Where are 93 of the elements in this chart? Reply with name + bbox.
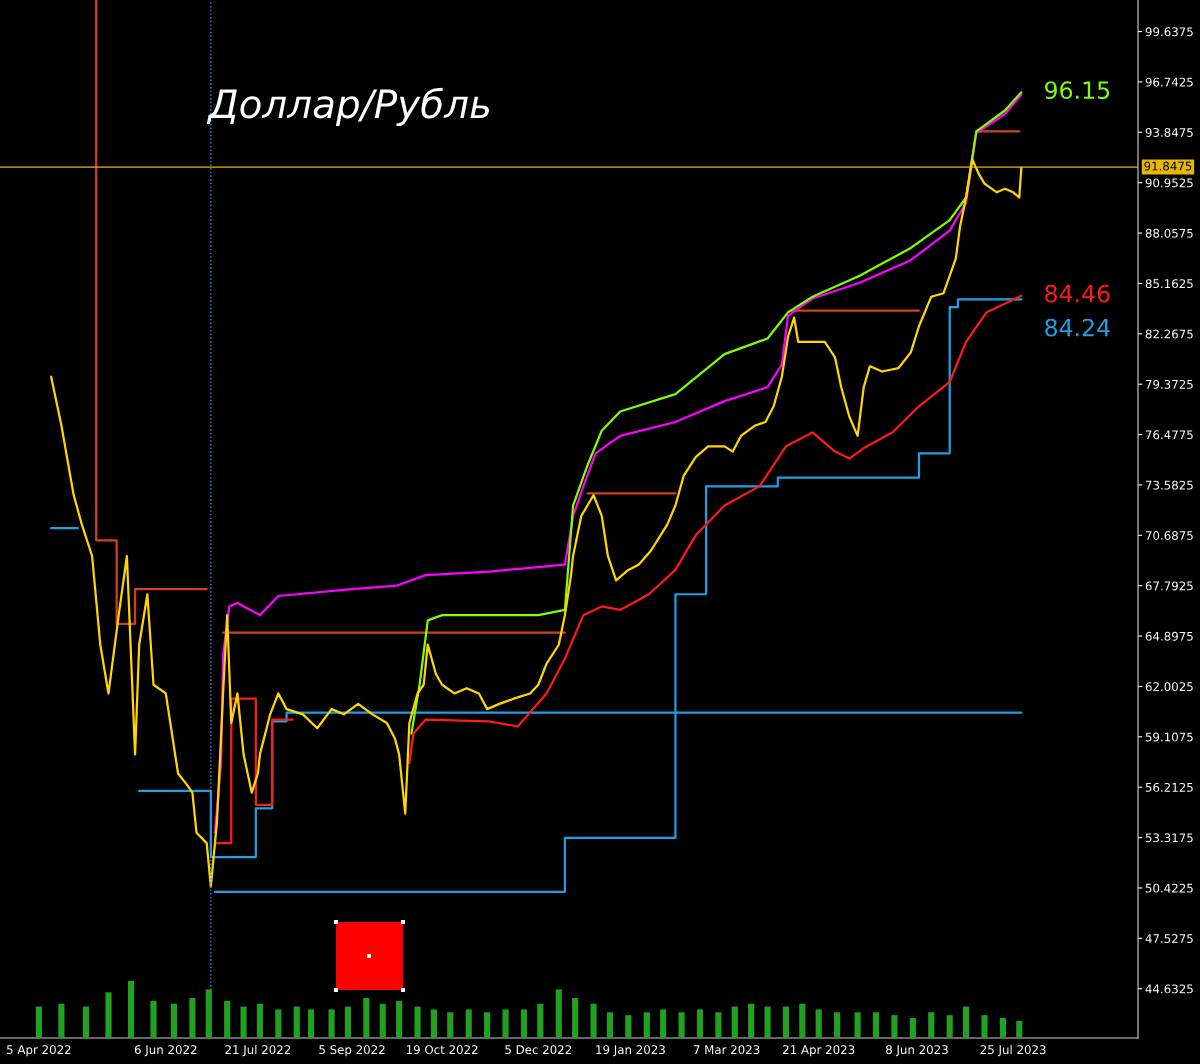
y-tick-label: 44.6325	[1145, 984, 1193, 994]
bar	[909, 1018, 916, 1038]
bar	[396, 1000, 403, 1038]
bar	[344, 1006, 352, 1038]
y-tick-label: 47.5275	[1145, 934, 1193, 943]
bar	[764, 1006, 771, 1038]
bar	[815, 1009, 822, 1038]
y-tick-label: 90.9525	[1145, 178, 1193, 188]
y-tick-label: 73.5825	[1145, 480, 1193, 490]
bar	[748, 1003, 755, 1038]
bar	[328, 1009, 335, 1038]
bar	[240, 1006, 247, 1038]
y-tick-label: 79.3725	[1145, 379, 1193, 389]
y-tick-label: 64.8975	[1145, 631, 1193, 641]
bar	[625, 1015, 632, 1038]
x-tick-label: 5 Sep 2022	[319, 1045, 385, 1057]
bar	[189, 998, 196, 1038]
data-label: 84.46	[1045, 284, 1110, 303]
bar	[928, 1012, 935, 1038]
bar	[696, 1009, 704, 1038]
y-tick-label: 76.4775	[1145, 430, 1193, 440]
bar	[465, 1009, 472, 1038]
bar	[379, 1003, 386, 1038]
bar	[590, 1003, 597, 1038]
bar	[854, 1012, 861, 1038]
y-tick-label: 67.7925	[1145, 581, 1193, 591]
y-tick-label: 82.2675	[1145, 329, 1193, 339]
y-tick-label: 70.6875	[1145, 531, 1193, 540]
x-tick-label: 5 Dec 2022	[505, 1045, 572, 1055]
bar	[127, 980, 135, 1038]
bar	[1016, 1020, 1023, 1038]
bar	[643, 1012, 650, 1038]
bar	[224, 1000, 231, 1038]
bar	[363, 998, 370, 1038]
bar	[275, 1009, 282, 1038]
bar	[999, 1018, 1006, 1038]
bar	[308, 1009, 315, 1038]
x-tick-label: 21 Jul 2022	[225, 1044, 291, 1057]
x-tick-label: 19 Jan 2023	[596, 1045, 665, 1057]
y-tick-label: 59.1075	[1145, 732, 1193, 742]
bar	[799, 1003, 806, 1038]
text: Доллар/Рубль	[206, 87, 489, 127]
y-tick-label: 99.6375	[1145, 27, 1193, 37]
data-label: 96.15	[1045, 81, 1110, 100]
y-tick-label: 56.2125	[1145, 782, 1193, 792]
bar	[782, 1006, 790, 1038]
bar	[537, 1003, 544, 1038]
bar	[963, 1006, 970, 1038]
x-tick-label: 7 Mar 2023	[693, 1045, 760, 1055]
bar	[150, 1000, 157, 1038]
bar	[678, 1012, 685, 1038]
bar	[606, 1012, 614, 1038]
y-tick-label: 53.3175	[1145, 833, 1193, 843]
bar	[502, 1009, 509, 1038]
bar	[447, 1012, 454, 1038]
bar	[834, 1012, 841, 1038]
bar	[58, 1003, 65, 1038]
data-label: 84.24	[1045, 318, 1110, 337]
x-tick-label: 25 Jul 2023	[980, 1044, 1046, 1057]
bar	[981, 1015, 988, 1038]
y-tick-label: 88.0575	[1145, 228, 1193, 238]
bar	[414, 1006, 421, 1038]
bar	[731, 1006, 738, 1038]
bar	[205, 989, 212, 1038]
bar	[555, 989, 562, 1038]
bar	[660, 1009, 667, 1038]
bar	[82, 1006, 90, 1038]
y-tick-label: 85.1625	[1145, 279, 1193, 289]
bar	[293, 1006, 300, 1038]
bar	[946, 1015, 953, 1038]
x-tick-label: 19 Oct 2022	[406, 1045, 478, 1055]
y-tick-label: 96.7425	[1145, 77, 1193, 87]
bar	[891, 1015, 898, 1038]
bar	[572, 998, 579, 1038]
bar	[430, 1009, 437, 1038]
y-tick-label: 62.0025	[1145, 682, 1193, 692]
ref-line-label: 91.8475	[1144, 161, 1192, 171]
line-series	[50, 158, 1023, 888]
bar	[520, 1009, 528, 1038]
x-tick-label: 8 Jun 2023	[886, 1045, 948, 1057]
x-tick-label: 5 Apr 2022	[7, 1045, 71, 1057]
bar	[484, 1012, 491, 1038]
bar	[715, 1012, 722, 1038]
bar	[35, 1006, 42, 1038]
bar	[872, 1012, 880, 1038]
x-tick-label: 6 Jun 2022	[134, 1045, 197, 1057]
line-series	[408, 294, 1023, 765]
x-tick-label: 21 Apr 2023	[783, 1045, 855, 1057]
bar	[170, 1003, 178, 1038]
y-tick-label: 93.8475	[1145, 128, 1193, 137]
y-tick-label: 50.4225	[1145, 883, 1193, 893]
bar	[256, 1003, 264, 1038]
bar	[105, 992, 112, 1038]
